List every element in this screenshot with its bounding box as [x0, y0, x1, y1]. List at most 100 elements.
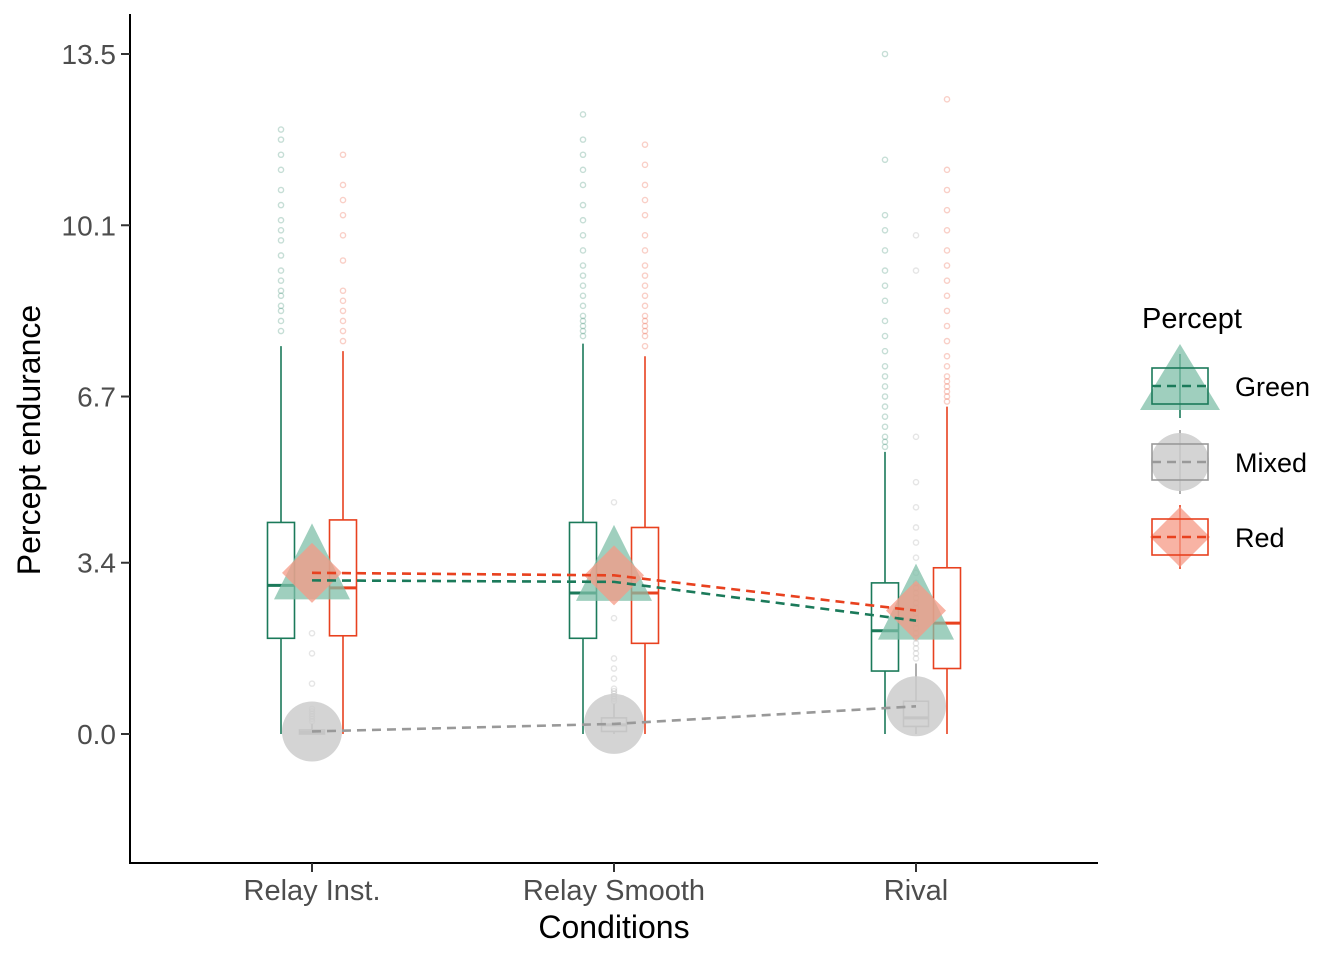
outlier-point — [610, 675, 618, 682]
boxplot-mixed — [902, 232, 930, 734]
outlier-point — [881, 247, 889, 254]
legend-key-red — [1150, 505, 1210, 569]
outlier-point — [579, 111, 587, 118]
y-tick-label: 6.7 — [77, 382, 116, 413]
outlier-point — [277, 277, 285, 284]
boxplot-green — [870, 50, 900, 734]
y-tick-label: 10.1 — [62, 210, 117, 241]
outlier-point — [610, 614, 618, 622]
outlier-point — [641, 272, 649, 279]
outlier-point — [277, 237, 285, 244]
outlier-point — [641, 322, 649, 330]
outlier-point — [881, 433, 889, 441]
data-layer — [266, 50, 962, 735]
outlier-point — [339, 211, 347, 219]
x-tick-label: Rival — [884, 875, 948, 907]
outlier-point — [881, 383, 889, 390]
legend: Percept Green Mixed Red — [1140, 303, 1310, 569]
outlier-point — [277, 126, 285, 133]
boxplot-red — [328, 151, 358, 734]
outlier-point — [339, 297, 347, 305]
outlier-point — [641, 161, 649, 169]
boxplot-green — [568, 111, 598, 734]
outlier-point — [641, 342, 649, 350]
outlier-point — [943, 383, 951, 390]
outlier-point — [943, 226, 951, 234]
outlier-point — [881, 347, 889, 355]
outlier-point — [912, 539, 920, 546]
outlier-point — [881, 362, 889, 370]
legend-entry-label: Green — [1235, 372, 1310, 402]
outlier-point — [912, 645, 920, 652]
outlier-point — [579, 327, 587, 335]
outlier-point — [641, 247, 649, 254]
outlier-point — [277, 307, 285, 315]
outlier-point — [579, 247, 587, 254]
outlier-point — [277, 186, 285, 194]
outlier-point — [579, 322, 587, 330]
outlier-point — [339, 232, 347, 239]
outlier-point — [579, 317, 587, 325]
outlier-point — [277, 136, 285, 143]
outlier-point — [339, 287, 347, 295]
outlier-point — [277, 327, 285, 335]
outlier-point — [277, 292, 285, 300]
outlier-point — [579, 181, 587, 189]
y-tick-label: 0.0 — [77, 719, 116, 750]
outlier-point — [881, 403, 889, 410]
x-axis-ticks: Relay Inst. Relay Smooth Rival — [244, 863, 948, 907]
outlier-point — [277, 252, 285, 259]
outlier-point — [943, 307, 951, 315]
outlier-point — [339, 307, 347, 315]
outlier-point — [881, 156, 889, 164]
outlier-point — [610, 498, 618, 506]
x-tick-label: Relay Inst. — [244, 875, 381, 907]
outlier-point — [641, 211, 649, 219]
outlier-point — [881, 413, 889, 420]
outlier-point — [881, 297, 889, 305]
y-tick-label: 13.5 — [62, 39, 117, 70]
outlier-point — [943, 398, 951, 405]
outlier-point — [881, 393, 889, 400]
outlier-point — [943, 388, 951, 395]
outlier-point — [277, 267, 285, 274]
outlier-point — [641, 312, 649, 320]
y-axis-ticks: 0.0 3.4 6.7 10.1 13.5 — [62, 39, 130, 750]
outlier-point — [912, 267, 920, 274]
outlier-point — [277, 201, 285, 209]
outlier-point — [943, 362, 951, 370]
x-tick-label: Relay Smooth — [523, 875, 705, 907]
legend-entry-label: Red — [1235, 523, 1285, 553]
outlier-point — [339, 337, 347, 345]
outlier-point — [912, 524, 920, 531]
outlier-point — [579, 272, 587, 279]
outlier-point — [881, 373, 889, 380]
outlier-point — [277, 166, 285, 174]
outlier-point — [641, 262, 649, 269]
outlier-point — [912, 554, 920, 562]
legend-marker-diamond — [1150, 507, 1210, 567]
outlier-point — [641, 196, 649, 204]
outlier-point — [641, 302, 649, 310]
outlier-point — [881, 50, 889, 58]
outlier-point — [943, 247, 951, 254]
legend-key-green — [1140, 344, 1220, 418]
outlier-point — [912, 640, 920, 647]
outlier-point — [881, 317, 889, 325]
outlier-point — [943, 393, 951, 400]
outlier-point — [943, 378, 951, 385]
outlier-point — [641, 282, 649, 290]
outlier-point — [641, 327, 649, 335]
outlier-point — [641, 332, 649, 340]
outlier-point — [308, 680, 316, 687]
outlier-point — [943, 166, 951, 174]
outlier-point — [308, 629, 316, 637]
outlier-point — [881, 443, 889, 451]
boxplot-red — [630, 141, 660, 734]
outlier-point — [912, 478, 920, 486]
legend-key-mixed — [1151, 430, 1209, 494]
outlier-point — [339, 327, 347, 335]
boxplot-green — [266, 126, 296, 734]
outlier-point — [610, 687, 618, 695]
